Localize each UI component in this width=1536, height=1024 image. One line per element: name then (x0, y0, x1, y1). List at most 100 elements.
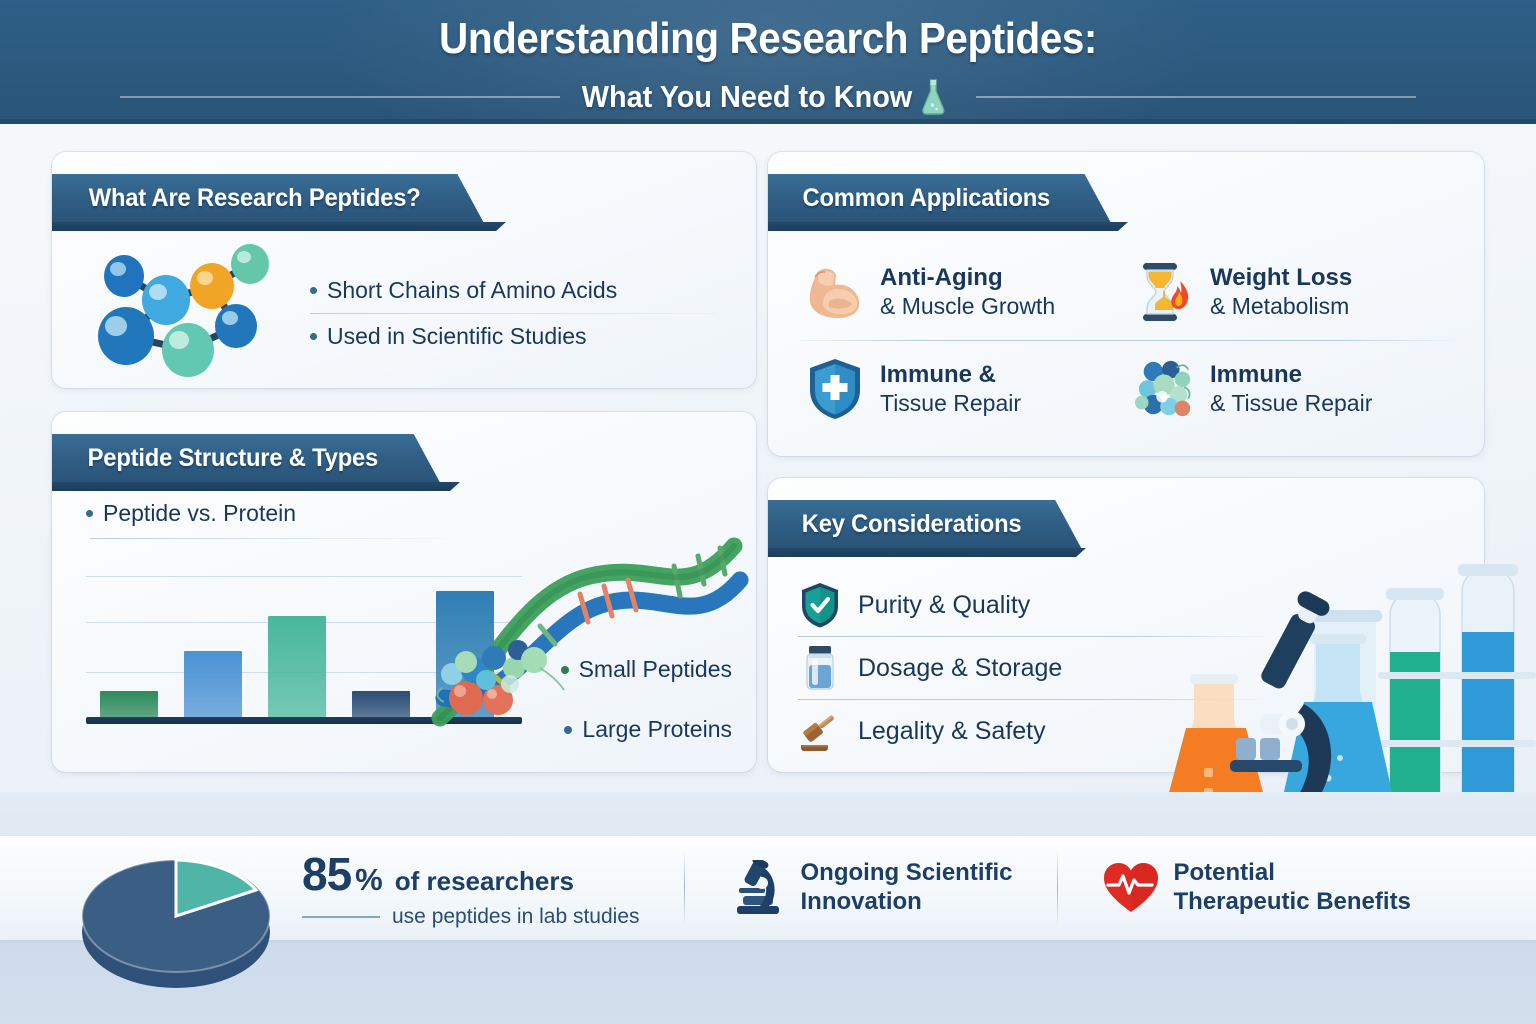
footer-stat: 85 % of researchers use peptides in lab … (276, 836, 640, 940)
page-footer: 85 % of researchers use peptides in lab … (0, 792, 1536, 1024)
banner-shadow (768, 222, 1140, 231)
card-what-are-body: Short Chains of Amino Acids Used in Scie… (52, 238, 756, 388)
card-common-applications: Common Applications Anti-A (768, 152, 1484, 456)
legend-dot-icon (560, 665, 569, 674)
application-text: Immune & Tissue Repair (880, 361, 1021, 416)
stat-lead-label: of researchers (394, 866, 574, 896)
application-item-weight-loss: Weight Loss & Metabolism (1126, 244, 1456, 340)
card-banner-label: Key Considerations (801, 509, 1022, 538)
structure-lead-rule (90, 538, 446, 539)
card-banner-structure: Peptide Structure & Types (52, 434, 440, 482)
application-subtitle: & Muscle Growth (880, 292, 1056, 319)
structure-lead-bullet: Peptide vs. Protein (86, 500, 296, 527)
peptide-cluster-icon (436, 640, 565, 715)
card-banner-applications: Common Applications (768, 174, 1111, 222)
stat-top-row: 85 % of researchers (302, 847, 640, 901)
page-subtitle-row: What You Need to Know (0, 78, 1536, 116)
consideration-label: Dosage & Storage (858, 653, 1063, 682)
stat-rule (302, 916, 380, 918)
applications-grid: Anti-Aging & Muscle Growth (768, 244, 1484, 437)
application-subtitle: & Tissue Repair (1210, 389, 1373, 416)
applications-divider (800, 340, 1452, 341)
application-text: Anti-Aging & Muscle Growth (880, 264, 1055, 319)
card-what-are-list: Short Chains of Amino Acids Used in Scie… (310, 268, 716, 359)
footer-divider (683, 852, 685, 924)
shield-cross-icon (804, 358, 866, 420)
considerations-divider (798, 699, 1268, 700)
application-item-immune-shield: Immune & Tissue Repair (796, 341, 1126, 437)
shield-check-icon (798, 582, 842, 628)
footer-item-line1: Ongoing Scientific (800, 859, 1013, 887)
stat-number: 85 (302, 848, 352, 900)
bar (184, 650, 242, 718)
footer-item-label: Potential Therapeutic Benefits (1174, 859, 1411, 917)
application-title: Weight Loss (1210, 264, 1353, 292)
list-item: Short Chains of Amino Acids (310, 268, 716, 313)
footer-items: 85 % of researchers use peptides in lab … (276, 836, 1456, 940)
molecule-icon (98, 244, 269, 377)
application-item-immune-molecule: Immune & Tissue Repair (1126, 341, 1456, 437)
card-peptide-structure-types: Peptide Structure & Types Peptide vs. Pr… (52, 412, 756, 772)
heart-pulse-icon (1102, 859, 1160, 917)
list-item-label: Used in Scientific Studies (327, 322, 587, 349)
footer-item-line1: Potential (1173, 859, 1275, 887)
card-key-considerations: Key Considerations Purity & Quality (768, 478, 1484, 772)
subtitle-rule-left (120, 96, 561, 98)
application-title: Immune (1210, 361, 1303, 389)
legend-label: Large Proteins (582, 716, 732, 742)
vial-icon (798, 645, 842, 691)
bullet-dot-icon (310, 286, 317, 294)
legend-large-proteins: Large Proteins (564, 716, 732, 743)
considerations-divider (798, 636, 1268, 637)
list-item: Used in Scientific Studies (310, 314, 716, 359)
footer-item-label: Ongoing Scientific Innovation (801, 859, 1013, 917)
page-subtitle: What You Need to Know (582, 78, 948, 116)
stat-bottom-row: use peptides in lab studies (302, 905, 640, 929)
card-banner-label: Peptide Structure & Types (87, 443, 379, 472)
bar (268, 616, 326, 718)
molecule-cluster-icon (1134, 358, 1196, 420)
page-header: Understanding Research Peptides: What Yo… (0, 0, 1536, 124)
legend-label: Small Peptides (578, 656, 732, 682)
card-banner-label: What Are Research Peptides? (88, 183, 421, 212)
stat-percent-sign: % (355, 862, 383, 897)
card-banner-label: Common Applications (802, 183, 1051, 212)
card-banner-what-are: What Are Research Peptides? (52, 174, 483, 222)
flask-icon (922, 79, 946, 115)
footer-item-innovation: Ongoing Scientific Innovation (729, 836, 1013, 940)
legend-dot-icon (564, 725, 573, 734)
list-divider (310, 312, 716, 314)
page-title: Understanding Research Peptides: (439, 14, 1097, 63)
consideration-item-purity: Purity & Quality (798, 574, 1268, 636)
consideration-label: Purity & Quality (858, 590, 1031, 619)
footer-item-therapeutic: Potential Therapeutic Benefits (1102, 836, 1411, 940)
bullet-dot-icon (86, 510, 93, 517)
application-title: Immune & (880, 361, 997, 389)
consideration-item-legality: Legality & Safety (798, 700, 1268, 762)
card-what-are-research-peptides: What Are Research Peptides? (52, 152, 756, 388)
page-subtitle-text: What You Need to Know (582, 79, 913, 114)
footer-item-line2: Innovation (800, 888, 922, 915)
application-text: Weight Loss & Metabolism (1210, 264, 1352, 319)
application-item-anti-aging: Anti-Aging & Muscle Growth (796, 244, 1126, 340)
stat-block: 85 % of researchers use peptides in lab … (276, 847, 640, 929)
application-subtitle: Tissue Repair (880, 389, 1022, 416)
structure-lead-label: Peptide vs. Protein (103, 500, 297, 526)
card-banner-considerations: Key Considerations (768, 500, 1081, 548)
flexed-bicep-icon (804, 261, 866, 323)
application-subtitle: & Metabolism (1210, 292, 1350, 319)
application-title: Anti-Aging (880, 264, 1003, 292)
considerations-list: Purity & Quality Dosage & Storage (798, 574, 1268, 762)
bar (352, 691, 410, 718)
banner-shadow (52, 222, 518, 231)
pie-chart (78, 820, 278, 1006)
microscope-icon (729, 859, 787, 917)
banner-shadow (52, 482, 472, 491)
subtitle-rule-right (975, 96, 1416, 98)
list-item-label: Short Chains of Amino Acids (327, 276, 618, 303)
applications-row: Anti-Aging & Muscle Growth (796, 244, 1456, 340)
dna-helix-icon (431, 537, 749, 727)
card-structure-body: Peptide vs. Protein (52, 494, 756, 772)
applications-row: Immune & Tissue Repair (796, 341, 1456, 437)
